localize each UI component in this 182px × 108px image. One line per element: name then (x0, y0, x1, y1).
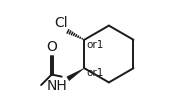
Text: Cl: Cl (54, 16, 68, 30)
Text: or1: or1 (86, 40, 104, 50)
Text: NH: NH (47, 79, 68, 93)
Text: O: O (46, 40, 57, 54)
Text: or1: or1 (86, 68, 104, 78)
Polygon shape (67, 68, 84, 81)
